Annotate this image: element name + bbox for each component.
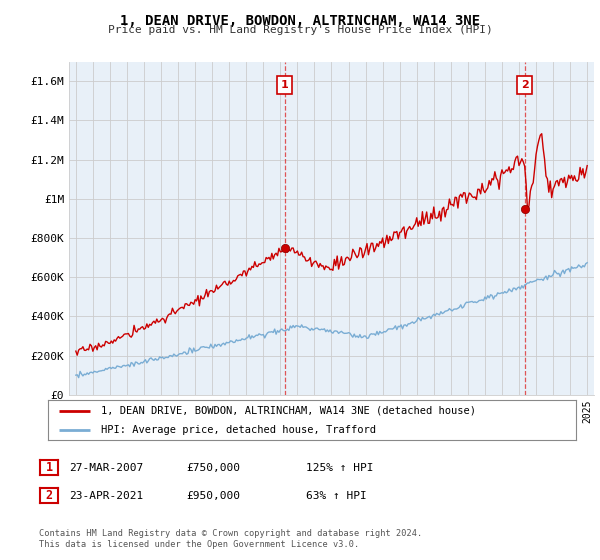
Text: 1, DEAN DRIVE, BOWDON, ALTRINCHAM, WA14 3NE (detached house): 1, DEAN DRIVE, BOWDON, ALTRINCHAM, WA14 … [101, 406, 476, 416]
Text: £750,000: £750,000 [186, 463, 240, 473]
Text: 1: 1 [46, 461, 53, 474]
Text: 63% ↑ HPI: 63% ↑ HPI [306, 491, 367, 501]
Text: £950,000: £950,000 [186, 491, 240, 501]
Text: Price paid vs. HM Land Registry's House Price Index (HPI): Price paid vs. HM Land Registry's House … [107, 25, 493, 35]
Text: 23-APR-2021: 23-APR-2021 [69, 491, 143, 501]
Text: 1, DEAN DRIVE, BOWDON, ALTRINCHAM, WA14 3NE: 1, DEAN DRIVE, BOWDON, ALTRINCHAM, WA14 … [120, 14, 480, 28]
Text: 2: 2 [46, 489, 53, 502]
Text: Contains HM Land Registry data © Crown copyright and database right 2024.
This d: Contains HM Land Registry data © Crown c… [39, 529, 422, 549]
Text: 125% ↑ HPI: 125% ↑ HPI [306, 463, 373, 473]
Text: 27-MAR-2007: 27-MAR-2007 [69, 463, 143, 473]
Text: HPI: Average price, detached house, Trafford: HPI: Average price, detached house, Traf… [101, 425, 376, 435]
Text: 2: 2 [521, 80, 529, 90]
Text: 1: 1 [281, 80, 289, 90]
